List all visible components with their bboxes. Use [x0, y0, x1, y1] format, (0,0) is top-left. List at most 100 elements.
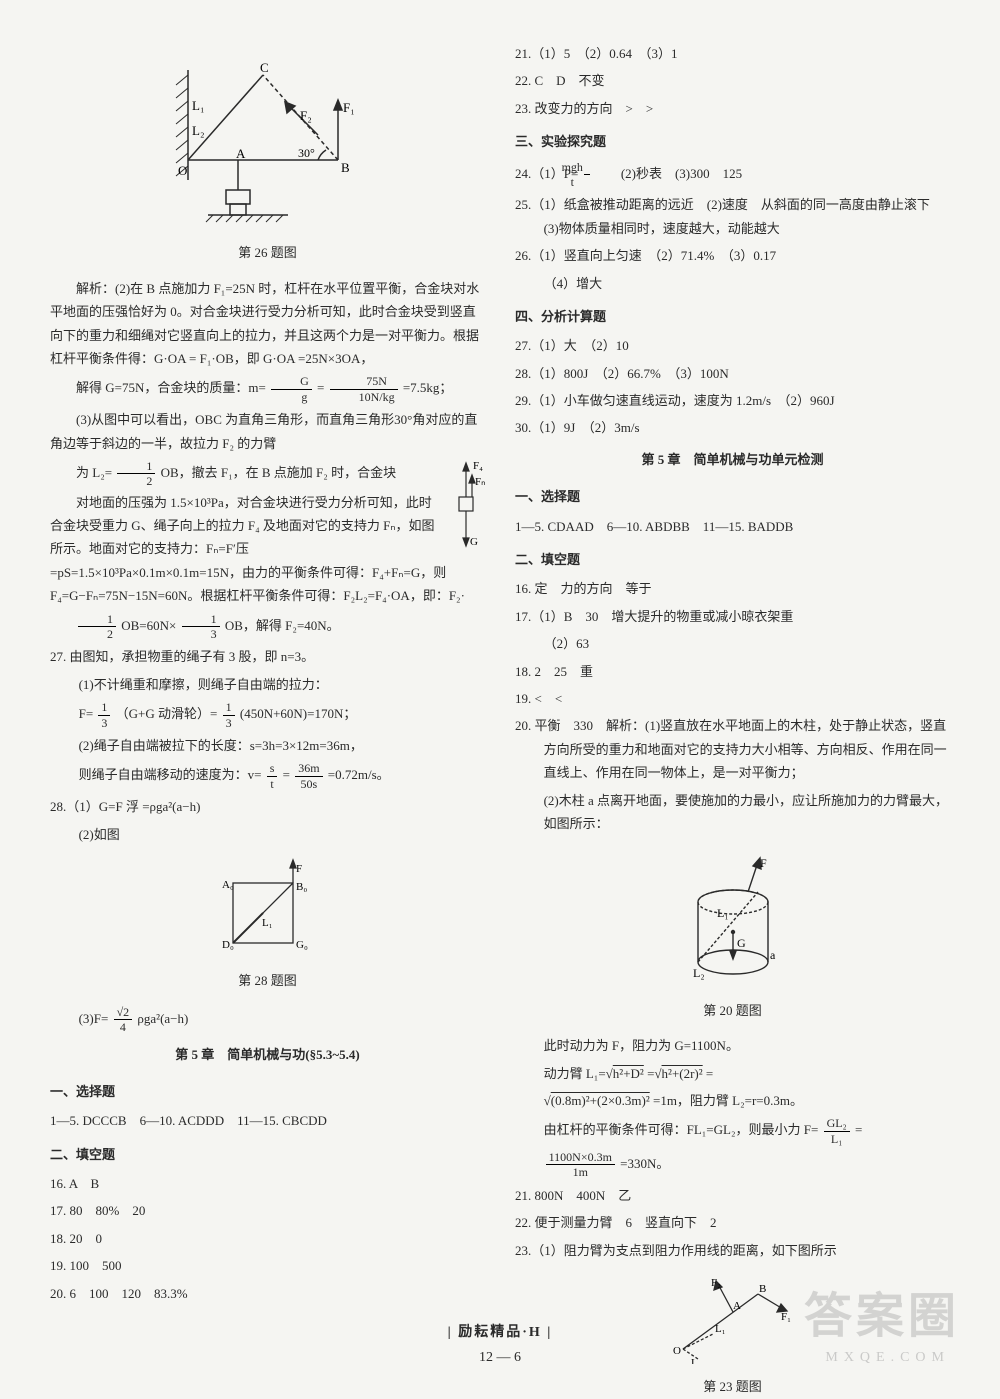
svg-text:B: B: [759, 1283, 766, 1295]
unit-fill-17: 17.（1）B 30 增大提升的物重或减小晾衣架重: [515, 605, 950, 628]
q25: 25.（1）纸盒被推动距离的远近 (2)速度 从斜面的同一高度由静止滚下 (3)…: [515, 193, 950, 240]
text: 则绳子自由端移动的速度为：v=: [79, 767, 265, 782]
svg-text:Fₙ: Fₙ: [475, 476, 485, 488]
solution-26-p3: (3)从图中可以看出，OBC 为直角三角形，而直角三角形30°角对应的直角边等于…: [50, 408, 485, 455]
fraction: 13: [223, 700, 235, 730]
solution-26-p2: 解得 G=75N，合金块的质量：m= Gg = 75N10N/kg =7.5kg…: [50, 374, 485, 404]
text: =330N。: [620, 1156, 669, 1171]
fraction: 1100N×0.3m1m: [546, 1150, 615, 1180]
fill-17: 17. 80 80% 20: [50, 1199, 485, 1222]
chapter-5-unit-title: 第 5 章 简单机械与功单元检测: [515, 448, 950, 471]
unit-choice-heading: 一、选择题: [515, 485, 950, 508]
q28-2: (2)如图: [50, 823, 485, 846]
svg-text:G: G: [470, 536, 478, 548]
svg-text:L₁: L₁: [192, 98, 204, 113]
fraction: 75N10N/kg: [330, 374, 398, 404]
figure-28: A₀ B₀ D₀ G₀ L₁ F 第 28 题图: [50, 858, 485, 993]
fraction: 13: [98, 700, 110, 730]
text: (450N+60N)=170N；: [240, 706, 357, 721]
q20g: 1100N×0.3m1m =330N。: [515, 1150, 950, 1180]
fraction: 12: [117, 459, 155, 489]
q26: 26.（1）竖直向上匀速 （2）71.4% （3）0.17: [515, 244, 950, 267]
left-column: C A B F₁ F₂ L₁ L₂ O 30° 第 26 题图 解析：(2)在 …: [50, 40, 485, 1300]
unit-fill-17b: （2）63: [515, 632, 950, 655]
figure-20-svg: F L₁ L₂ G a: [663, 847, 803, 987]
section-calc-heading: 四、分析计算题: [515, 305, 950, 328]
watermark-sub: MXQE.COM: [825, 1345, 950, 1370]
solution-26-block: F₄ Fₙ G 为 L₂= 12 OB，撤去 F₁，在 B 点施加 F₂ 时，合…: [50, 457, 485, 610]
solution-26-p5: 对地面的压强为 1.5×10³Pa，对合金块进行受力分析可知，此时合金块受重力 …: [50, 491, 485, 608]
text: =: [647, 1066, 654, 1081]
fraction: 36m50s: [295, 761, 322, 791]
text: （G+G 动滑轮）=: [116, 706, 221, 721]
figure-26: C A B F₁ F₂ L₁ L₂ O 30° 第 26 题图: [50, 50, 485, 265]
text: F=: [79, 706, 94, 721]
svg-text:L₁: L₁: [717, 906, 729, 920]
q27r: 27.（1）大 （2）10: [515, 334, 950, 357]
text: 由杠杆的平衡条件可得：FL₁=GL₂，则最小力 F=: [544, 1122, 822, 1137]
fill-22: 22. C D 不变: [515, 69, 950, 92]
choice-answers: 1—5. DCCCB 6—10. ACDDD 11—15. CBCDD: [50, 1109, 485, 1132]
q20d: 动力臂 L₁=√h²+D² =√h²+(2r)² =: [515, 1062, 950, 1085]
svg-text:B₀: B₀: [296, 881, 307, 893]
svg-text:L₂: L₂: [192, 123, 204, 138]
figure-26-svg: C A B F₁ F₂ L₁ L₂ O 30°: [158, 50, 378, 230]
solution-26-p6: 12 OB=60N× 13 OB，解得 F₂=40N。: [50, 612, 485, 642]
text: =: [317, 380, 328, 395]
text: (3)F=: [79, 1011, 112, 1026]
text: OB，解得 F₂=40N。: [225, 618, 340, 633]
fill-18: 18. 20 0: [50, 1227, 485, 1250]
text: h²+D²: [613, 1066, 644, 1081]
svg-text:F₂: F₂: [711, 1277, 721, 1289]
svg-text:D₀: D₀: [222, 939, 234, 951]
svg-text:G₀: G₀: [296, 939, 308, 951]
unit-fill-19: 19. < <: [515, 687, 950, 710]
figure-20: F L₁ L₂ G a 第 20 题图: [515, 847, 950, 1022]
q26b: （4）增大: [515, 272, 950, 295]
svg-text:30°: 30°: [298, 146, 315, 160]
fraction: mght: [584, 160, 590, 190]
text: √: [544, 1093, 551, 1108]
q24: 24.（1）P= mght (2)秒表 (3)300 125: [515, 160, 950, 190]
svg-text:L₁: L₁: [262, 917, 273, 929]
figure-28-svg: A₀ B₀ D₀ G₀ L₁ F: [208, 858, 328, 958]
solution-26-p1: 解析：(2)在 B 点施加力 F₁=25N 时，杠杆在水平位置平衡，合金块对水平…: [50, 277, 485, 371]
fill-21: 21.（1）5 （2）0.64 （3）1: [515, 42, 950, 65]
svg-text:F: F: [296, 863, 302, 875]
fraction: GL₂L₁: [824, 1116, 850, 1146]
text: =: [855, 1122, 862, 1137]
svg-text:A: A: [236, 146, 246, 161]
q28-3: (3)F= √24 ρga²(a−h): [50, 1005, 485, 1035]
figure-28-caption: 第 28 题图: [50, 969, 485, 992]
svg-text:B: B: [341, 160, 350, 175]
force-diagram-icon: F₄ Fₙ G: [447, 457, 485, 552]
section-fill-heading: 二、填空题: [50, 1143, 485, 1166]
q27-1: (1)不计绳重和摩擦，则绳子自由端的拉力：: [50, 673, 485, 696]
unit-fill-heading: 二、填空题: [515, 548, 950, 571]
text: 动力臂 L₁=: [544, 1066, 606, 1081]
q20f: 由杠杆的平衡条件可得：FL₁=GL₂，则最小力 F= GL₂L₁ =: [515, 1116, 950, 1146]
solution-26-p4: 为 L₂= 12 OB，撤去 F₁，在 B 点施加 F₂ 时，合金块: [50, 459, 485, 489]
q23r: 23.（1）阻力臂为支点到阻力作用线的距离，如下图所示: [515, 1239, 950, 1262]
svg-text:F₄: F₄: [473, 460, 483, 472]
q27-intro: 27. 由图知，承担物重的绳子有 3 股，即 n=3。: [50, 645, 485, 668]
q30r: 30.（1）9J （2）3m/s: [515, 416, 950, 439]
svg-text:F₁: F₁: [343, 100, 355, 115]
figure-20-caption: 第 20 题图: [515, 999, 950, 1022]
q27-2: (2)绳子自由端被拉下的长度：s=3h=3×12m=36m，: [50, 734, 485, 757]
q29r: 29.（1）小车做匀速直线运动，速度为 1.2m/s （2）960J: [515, 389, 950, 412]
fill-16: 16. A B: [50, 1172, 485, 1195]
text: =: [283, 767, 294, 782]
q20a: 20. 平衡 330 解析：(1)竖直放在水平地面上的木柱，处于静止状态，竖直方…: [515, 714, 950, 784]
fraction: 12: [78, 612, 116, 642]
svg-text:F₂: F₂: [300, 108, 312, 123]
svg-text:G: G: [737, 936, 746, 950]
right-column: 21.（1）5 （2）0.64 （3）1 22. C D 不变 23. 改变力的…: [515, 40, 950, 1300]
fraction: st: [267, 761, 278, 791]
svg-text:F: F: [760, 856, 767, 870]
text: =7.5kg；: [403, 380, 453, 395]
text: 为 L₂=: [76, 465, 112, 480]
text: =0.72m/s。: [328, 767, 390, 782]
fill-23: 23. 改变力的方向 > >: [515, 97, 950, 120]
svg-text:A₀: A₀: [222, 879, 234, 891]
